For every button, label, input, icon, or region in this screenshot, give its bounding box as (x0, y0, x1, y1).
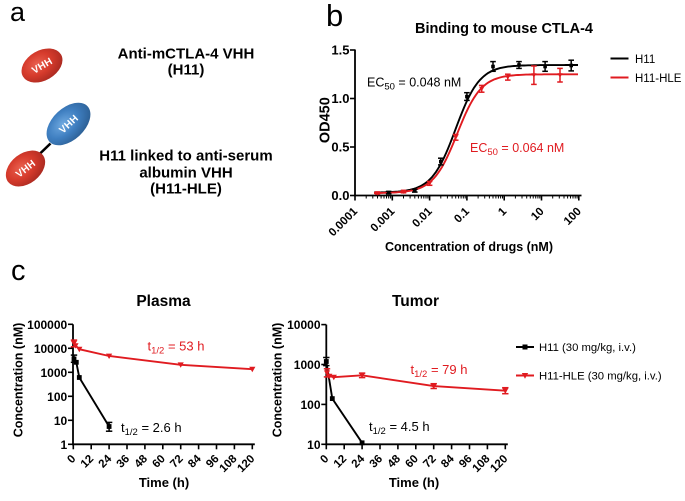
svg-text:Binding to mouse CTLA-4: Binding to mouse CTLA-4 (415, 21, 593, 37)
svg-text:H11 linked to anti-serum: H11 linked to anti-serum (99, 148, 272, 165)
svg-text:0.0: 0.0 (331, 188, 349, 203)
svg-text:100: 100 (47, 390, 67, 404)
svg-text:b: b (326, 0, 343, 33)
svg-text:H11-HLE: H11-HLE (635, 73, 682, 85)
svg-text:H11-HLE (30 mg/kg, i.v.): H11-HLE (30 mg/kg, i.v.) (539, 371, 662, 383)
svg-text:Anti-mCTLA-4 VHH: Anti-mCTLA-4 VHH (118, 46, 255, 63)
svg-text:c: c (11, 255, 26, 287)
svg-text:1.0: 1.0 (331, 91, 349, 106)
svg-text:10: 10 (307, 438, 321, 452)
svg-text:Concentration of drugs (nM): Concentration of drugs (nM) (385, 240, 553, 254)
svg-text:Concentration (nM): Concentration (nM) (271, 323, 285, 438)
svg-text:Concentration (nM): Concentration (nM) (11, 323, 25, 438)
svg-text:Time (h): Time (h) (139, 475, 189, 490)
svg-text:a: a (10, 0, 26, 27)
svg-text:10000: 10000 (287, 318, 321, 332)
svg-text:OD450: OD450 (318, 97, 334, 143)
svg-text:0.5: 0.5 (331, 140, 349, 155)
svg-text:1000: 1000 (294, 358, 321, 372)
svg-text:(H11): (H11) (168, 62, 205, 79)
svg-text:H11: H11 (635, 54, 655, 66)
svg-text:10000: 10000 (34, 342, 68, 356)
svg-text:H11 (30 mg/kg, i.v.): H11 (30 mg/kg, i.v.) (539, 342, 636, 354)
svg-text:Time (h): Time (h) (389, 475, 439, 490)
svg-text:100000: 100000 (27, 318, 67, 332)
svg-text:(H11-HLE): (H11-HLE) (150, 181, 222, 198)
svg-text:1: 1 (61, 438, 68, 452)
svg-text:10: 10 (54, 414, 68, 428)
svg-text:albumin VHH: albumin VHH (139, 165, 232, 182)
svg-text:Plasma: Plasma (136, 293, 191, 310)
svg-text:1000: 1000 (40, 366, 67, 380)
svg-text:1.5: 1.5 (331, 43, 349, 58)
svg-text:Tumor: Tumor (392, 293, 439, 310)
svg-text:100: 100 (300, 398, 320, 412)
